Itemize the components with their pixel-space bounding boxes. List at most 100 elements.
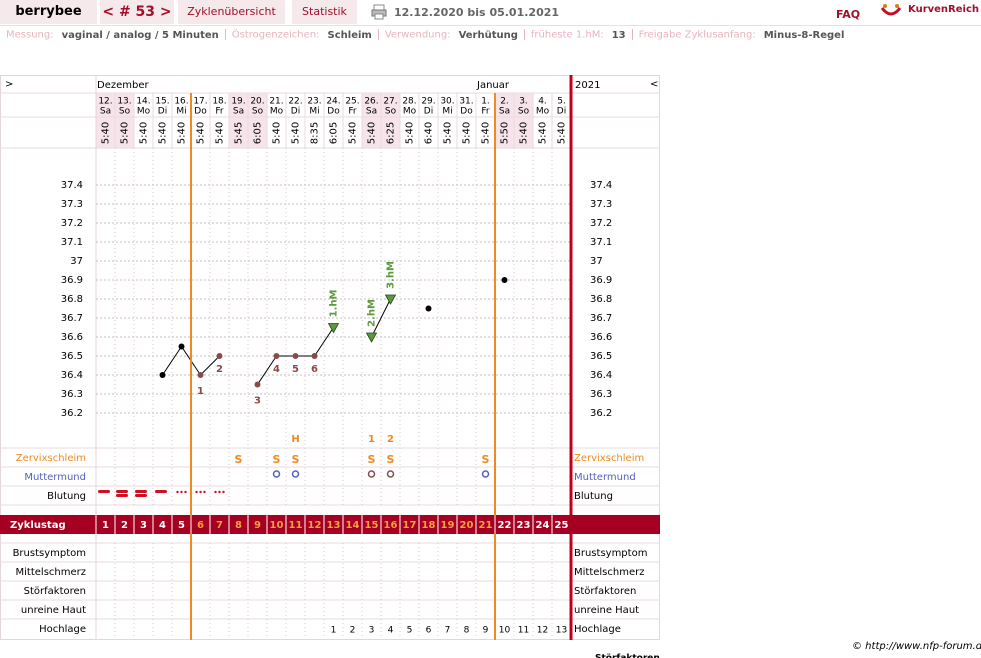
cycle-day: 20 xyxy=(460,520,474,531)
y-tick-label: 37.2 xyxy=(590,218,612,229)
year: 2021 xyxy=(575,80,600,91)
time: 5:40 xyxy=(272,122,283,144)
time: 5:40 xyxy=(196,122,207,144)
info-label: Östrogenzeichen: xyxy=(231,29,320,41)
bleeding-dot xyxy=(195,490,198,494)
time: 6:05 xyxy=(253,122,264,144)
y-tick-label: 37.1 xyxy=(61,237,83,248)
temp-point xyxy=(501,277,508,283)
mucus-note: 2 xyxy=(387,434,394,445)
low-label: 5 xyxy=(292,364,299,375)
bleeding-dot xyxy=(180,490,183,494)
date: 19. xyxy=(231,97,245,107)
weekday: Mi xyxy=(176,107,186,117)
time: 5:40 xyxy=(538,122,549,144)
weekday: So xyxy=(119,107,131,117)
row-label: unreine Haut xyxy=(21,605,86,616)
logo[interactable]: KurvenReich xyxy=(908,4,980,15)
y-tick-label: 36.7 xyxy=(61,313,83,324)
date: 14. xyxy=(136,97,150,107)
bleeding-marks xyxy=(98,490,225,497)
weekend-shade xyxy=(362,93,381,148)
y-tick-label: 36.6 xyxy=(590,332,612,343)
bleeding-dot xyxy=(203,490,206,494)
period: 12.12.2020 bis 05.01.2021 xyxy=(394,6,560,19)
tab[interactable]: Zyklenübersicht xyxy=(178,0,285,24)
info-value: Minus-8-Regel xyxy=(763,29,845,41)
date: 27. xyxy=(383,97,397,107)
cycle-day: 1 xyxy=(102,520,109,531)
y-tick-label: 36.2 xyxy=(590,408,612,419)
weekday: Di xyxy=(158,107,167,117)
cycle-day: 10 xyxy=(270,520,284,531)
month: Dezember xyxy=(97,80,149,91)
cycle-day: 13 xyxy=(327,520,341,531)
hochlage: 2 xyxy=(350,626,356,636)
y-tick-label: 36.2 xyxy=(61,408,83,419)
y-tick-label: 36.8 xyxy=(61,294,83,305)
weekday: So xyxy=(518,107,530,117)
time: 5:40 xyxy=(215,122,226,144)
y-tick-label: 37.2 xyxy=(61,218,83,229)
time: 5:40 xyxy=(348,122,359,144)
cervix-symbol xyxy=(291,470,300,478)
weekday: So xyxy=(252,107,264,117)
date: 26. xyxy=(364,97,378,107)
date: 23. xyxy=(307,97,321,107)
weekday: Mo xyxy=(270,107,284,117)
month: Januar xyxy=(476,80,510,91)
cycle-day: 15 xyxy=(365,520,379,531)
cycle-day: 6 xyxy=(197,520,204,531)
y-tick-label: 36.4 xyxy=(590,370,612,381)
hm-label: 1.hM xyxy=(329,290,340,318)
time: 5:40 xyxy=(519,122,530,144)
row-label: unreine Haut xyxy=(574,605,639,616)
temp-point xyxy=(178,343,185,350)
info-label: Messung: xyxy=(6,29,54,41)
row-label: Blutung xyxy=(574,491,613,502)
user[interactable]: berrybee xyxy=(0,0,97,24)
weekday: Di xyxy=(291,107,300,117)
cervix-symbol xyxy=(272,470,281,478)
time: 5:40 xyxy=(101,122,112,144)
cervix-symbol xyxy=(386,470,395,478)
row-label: Störfaktoren xyxy=(574,586,636,597)
weekday: Sa xyxy=(233,107,244,117)
y-tick-label: 36.7 xyxy=(590,313,612,324)
cycle-day: 24 xyxy=(536,520,550,531)
date: 16. xyxy=(174,97,188,107)
tab[interactable]: Statistik xyxy=(292,0,357,24)
time: 6:40 xyxy=(424,122,435,144)
hochlage: 3 xyxy=(369,626,375,636)
cycle-day: 17 xyxy=(403,520,417,531)
temp-point xyxy=(311,353,318,359)
cycle-day: 12 xyxy=(308,520,322,531)
mucus: S xyxy=(292,453,300,466)
hochlage: 6 xyxy=(426,626,432,636)
hochlage: 12 xyxy=(537,626,548,636)
print-icon[interactable] xyxy=(371,4,387,20)
hochlage: 9 xyxy=(483,626,489,636)
hochlage: 10 xyxy=(499,626,511,636)
nav: < xyxy=(650,79,658,90)
low-label: 6 xyxy=(311,364,318,375)
info-value: vaginal / analog / 5 Minuten xyxy=(61,29,219,41)
weekend-shade xyxy=(495,93,514,148)
cycle-day: 14 xyxy=(346,520,360,531)
weekday: Fr xyxy=(348,107,357,117)
separator xyxy=(631,29,633,40)
low-label: 4 xyxy=(273,364,280,375)
date: 28. xyxy=(402,97,416,107)
mucus: S xyxy=(387,453,395,466)
cycle-day: 8 xyxy=(235,520,242,531)
mucus: S xyxy=(368,453,376,466)
row-label: Zervixschleim xyxy=(16,453,86,464)
hochlage: 11 xyxy=(518,626,529,636)
temp-point xyxy=(197,372,204,378)
cycle-nav[interactable]: < # 53 > xyxy=(100,0,174,24)
faq[interactable]: FAQ xyxy=(836,8,861,21)
time: 5:40 xyxy=(405,122,416,144)
cycle-day: 2 xyxy=(121,520,128,531)
cycle-day: 22 xyxy=(498,520,512,531)
